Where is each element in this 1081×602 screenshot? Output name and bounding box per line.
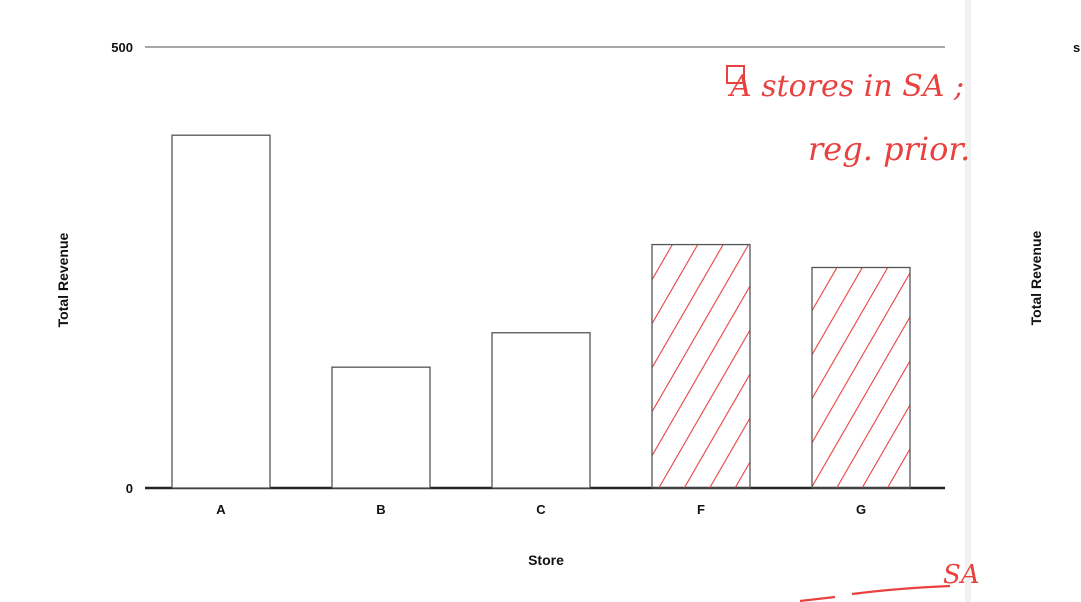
bar-c bbox=[491, 332, 591, 489]
annotation-line-1: A stores in SA ; bbox=[727, 69, 964, 104]
bar-b bbox=[331, 366, 431, 489]
bar-a bbox=[171, 134, 271, 489]
x-axis-title: Store bbox=[528, 552, 564, 568]
y-tick-label: 0 bbox=[126, 481, 133, 496]
x-tick-label-c: C bbox=[536, 502, 546, 517]
right-panel-y-axis-title: Total Revenue bbox=[1028, 230, 1044, 325]
x-tick-label-b: B bbox=[376, 502, 385, 517]
annotation-line-2: reg. prior. bbox=[808, 130, 970, 168]
annotation-underline bbox=[799, 584, 951, 602]
right-panel-fragment: s bbox=[1073, 40, 1080, 55]
bar-f bbox=[651, 243, 751, 489]
y-axis-title: Total Revenue bbox=[55, 232, 71, 327]
bars-group bbox=[171, 134, 911, 489]
y-tick-label: 500 bbox=[111, 40, 133, 55]
x-tick-label-a: A bbox=[216, 502, 226, 517]
x-tick-label-g: G bbox=[856, 502, 866, 517]
annotation-bottom: SA bbox=[943, 560, 980, 590]
bar-g bbox=[811, 266, 911, 489]
x-tick-label-f: F bbox=[697, 502, 705, 517]
annotation-box bbox=[726, 65, 745, 84]
y-tick-labels: 0 500 bbox=[111, 40, 133, 496]
